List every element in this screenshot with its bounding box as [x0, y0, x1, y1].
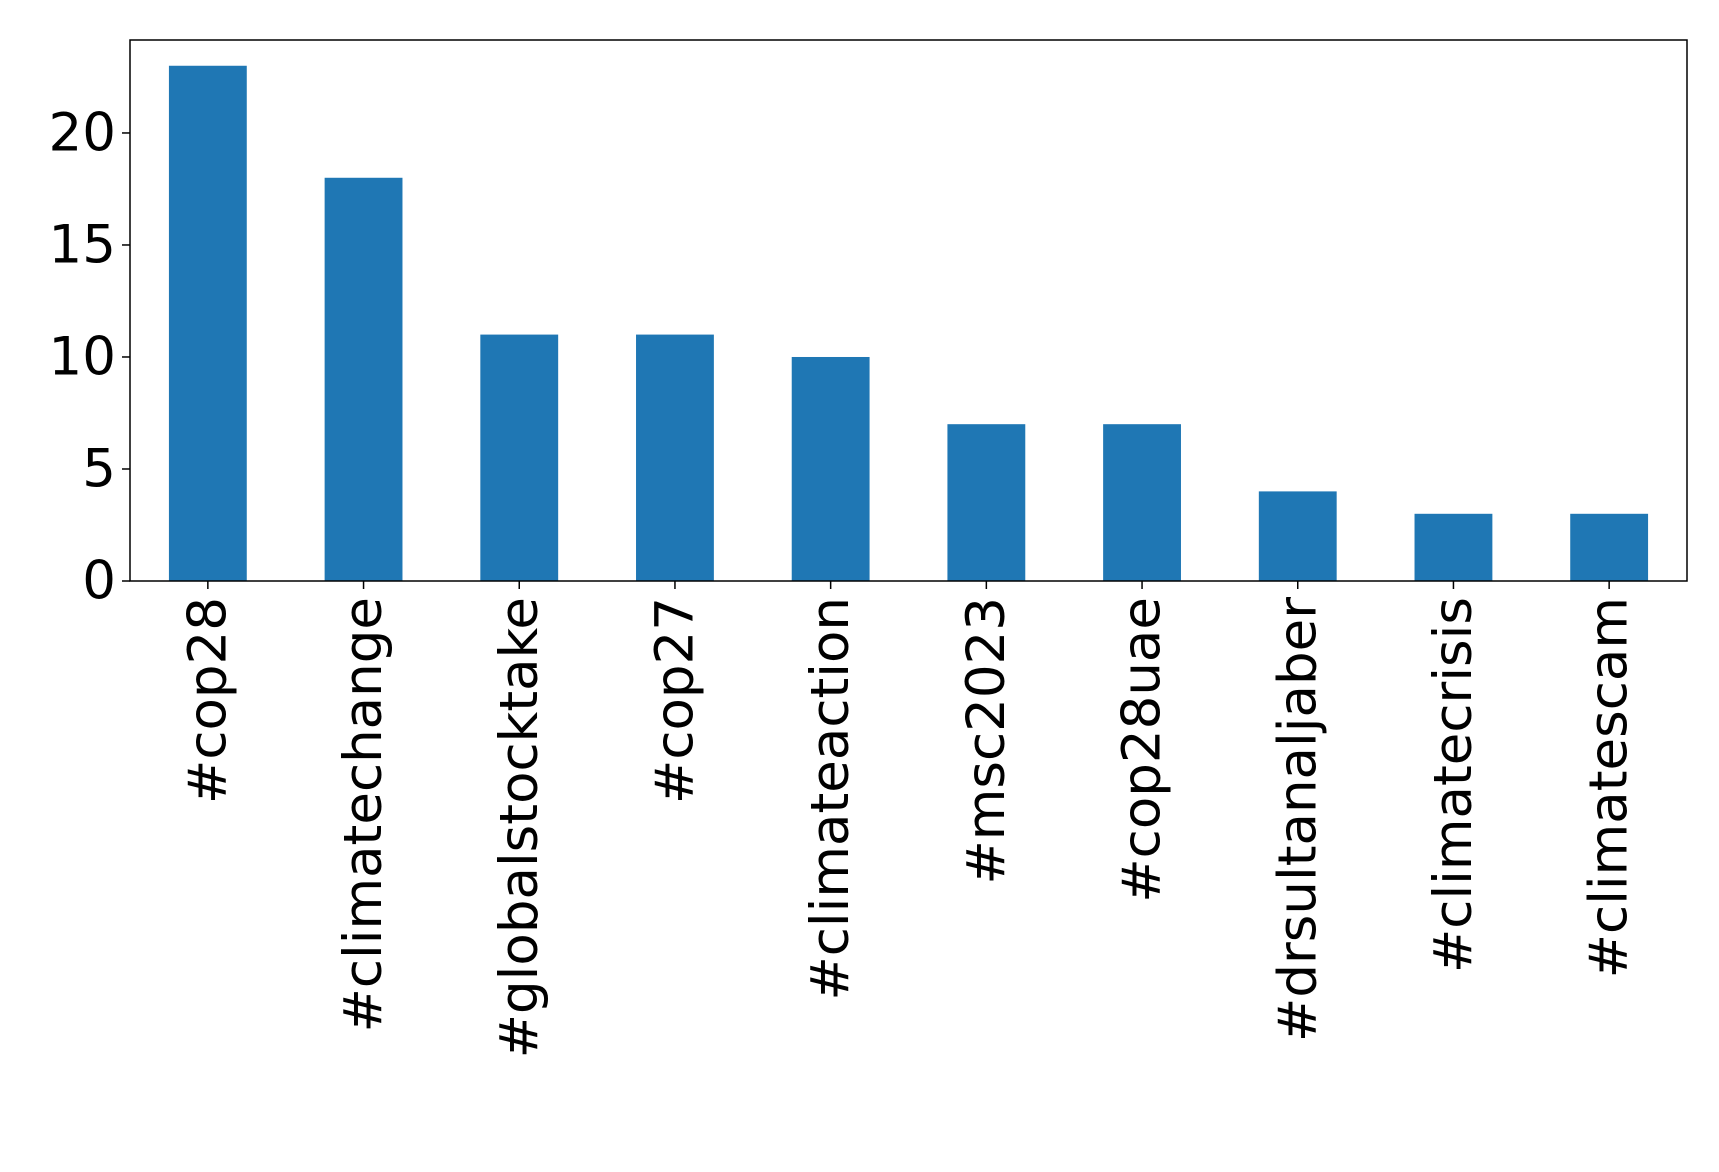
bar — [791, 356, 870, 581]
bar — [1103, 424, 1181, 581]
bar — [324, 177, 403, 581]
bar — [168, 65, 247, 581]
bar — [480, 334, 559, 581]
y-tick-label: 15 — [49, 214, 116, 275]
x-tick-label: #climatescam — [1579, 597, 1640, 978]
x-tick-label: #climateaction — [800, 597, 861, 1001]
x-tick-label: #climatechange — [333, 597, 394, 1033]
x-tick-label: #msc2023 — [956, 597, 1017, 885]
x-tick-label: #cop27 — [644, 597, 705, 804]
y-tick-label: 5 — [82, 438, 116, 499]
bar — [947, 424, 1026, 581]
bar — [1414, 513, 1493, 581]
x-tick-label: #cop28uae — [1112, 597, 1173, 903]
x-tick-label: #climatecrisis — [1423, 597, 1484, 973]
x-tick-label: #drsultanaljaber — [1267, 597, 1328, 1042]
bar — [636, 334, 714, 581]
x-tick-label: #cop28 — [177, 597, 238, 804]
plot-frame — [129, 39, 1688, 582]
bar — [1570, 513, 1649, 581]
bar — [1258, 491, 1337, 581]
y-tick-label: 0 — [82, 551, 116, 612]
y-tick-label: 10 — [49, 326, 116, 387]
x-tick-label: #globalstocktake — [489, 597, 550, 1058]
y-tick-label: 20 — [49, 102, 116, 163]
